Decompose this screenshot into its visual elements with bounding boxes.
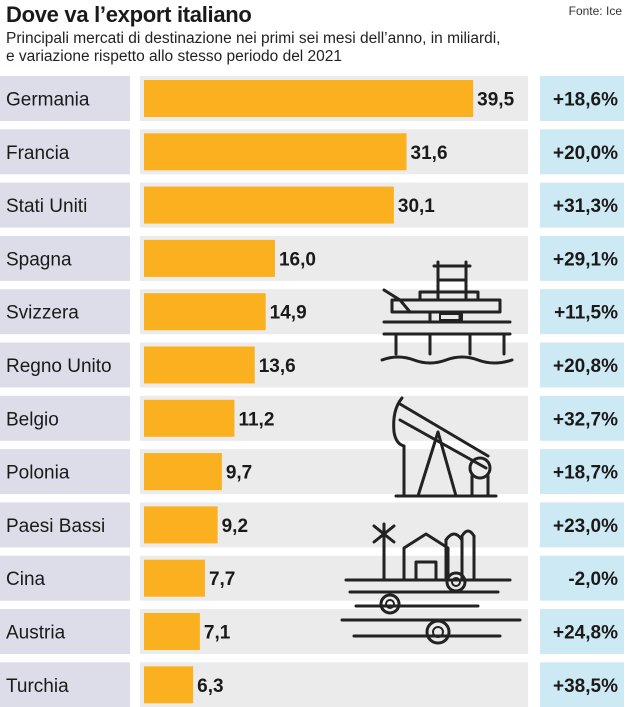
country-label: Spagna bbox=[6, 249, 72, 270]
change-box bbox=[540, 395, 624, 441]
chart-row: Svizzera 14,9 +11,5% bbox=[0, 289, 624, 335]
change-box bbox=[540, 662, 624, 707]
value-label: 7,7 bbox=[209, 569, 235, 590]
country-label: Belgio bbox=[6, 409, 59, 430]
bar bbox=[144, 293, 266, 331]
change-box bbox=[540, 129, 624, 175]
country-label-box bbox=[0, 289, 130, 335]
value-label: 13,6 bbox=[259, 356, 296, 377]
bar bbox=[144, 239, 275, 277]
bar-track bbox=[140, 609, 528, 654]
country-label-box bbox=[0, 76, 130, 121]
change-box bbox=[540, 76, 624, 121]
bar bbox=[144, 559, 205, 597]
bar bbox=[144, 346, 255, 384]
chart-row: Belgio 11,2 +32,7% bbox=[0, 395, 624, 441]
country-label: Regno Unito bbox=[6, 356, 112, 377]
source-note: Fonte: Ice bbox=[568, 4, 622, 18]
change-label: +29,1% bbox=[553, 249, 618, 270]
chart-row: Regno Unito 13,6 +20,8% bbox=[0, 342, 624, 388]
country-label: Stati Uniti bbox=[6, 196, 87, 217]
oil-platform-icon bbox=[380, 260, 514, 365]
country-label: Cina bbox=[6, 569, 46, 590]
change-label: +11,5% bbox=[554, 303, 618, 324]
value-label: 16,0 bbox=[279, 249, 316, 270]
change-label: +20,8% bbox=[553, 356, 618, 377]
change-label: +23,0% bbox=[553, 516, 618, 537]
value-label: 14,9 bbox=[270, 303, 307, 324]
value-label: 6,3 bbox=[197, 676, 223, 697]
subtitle-line-2: e variazione rispetto allo stesso period… bbox=[6, 48, 343, 65]
bar bbox=[144, 80, 474, 117]
bar bbox=[144, 186, 394, 224]
country-label: Turchia bbox=[6, 676, 69, 697]
chart-row: Turchia 6,3 +38,5% bbox=[0, 662, 624, 707]
subtitle: Principali mercati di destinazione nei p… bbox=[6, 30, 621, 66]
country-label: Paesi Bassi bbox=[6, 516, 105, 537]
country-label-box bbox=[0, 609, 130, 654]
chart-row: Stati Uniti 30,1 +31,3% bbox=[0, 182, 624, 228]
chart-row: Austria 7,1 +24,8% bbox=[0, 609, 624, 654]
country-label-box bbox=[0, 395, 130, 441]
country-label-box bbox=[0, 502, 130, 548]
change-label: -2,0% bbox=[568, 569, 618, 590]
chart-rows: Germania 39,5 +18,6% Francia 31,6 +20,0% Stati… bbox=[0, 76, 624, 707]
chart-row: Spagna 16,0 +29,1% bbox=[0, 235, 624, 281]
change-box bbox=[540, 609, 624, 654]
change-box bbox=[540, 235, 624, 281]
country-label: Francia bbox=[6, 143, 70, 164]
change-label: +18,7% bbox=[553, 463, 618, 484]
chart-row: Cina 7,7 -2,0% bbox=[0, 555, 624, 601]
bar bbox=[144, 133, 407, 171]
country-label-box bbox=[0, 662, 130, 707]
chart-row: Germania 39,5 +18,6% bbox=[0, 76, 624, 121]
bar bbox=[144, 506, 218, 544]
value-label: 9,2 bbox=[222, 516, 248, 537]
country-label-box bbox=[0, 129, 130, 175]
bar bbox=[144, 399, 235, 437]
bar-track bbox=[140, 662, 528, 707]
chart-row: Polonia 9,7 +18,7% bbox=[0, 449, 624, 495]
value-label: 39,5 bbox=[477, 90, 514, 111]
country-label-box bbox=[0, 342, 130, 388]
change-label: +18,6% bbox=[553, 90, 618, 111]
change-box bbox=[540, 502, 624, 548]
country-label: Austria bbox=[6, 623, 66, 644]
change-label: +38,5% bbox=[553, 676, 618, 697]
oil-pump-icon bbox=[392, 396, 498, 498]
country-label-box bbox=[0, 182, 130, 228]
chart-row: Paesi Bassi 9,2 +23,0% bbox=[0, 502, 624, 548]
country-label: Germania bbox=[6, 90, 90, 111]
change-label: +31,3% bbox=[553, 196, 618, 217]
change-box bbox=[540, 342, 624, 388]
bar bbox=[144, 613, 200, 650]
change-box bbox=[540, 449, 624, 495]
page-title: Dove va l’export italiano bbox=[6, 2, 252, 27]
bar bbox=[144, 666, 194, 704]
country-label-box bbox=[0, 555, 130, 601]
change-box bbox=[540, 289, 624, 335]
value-label: 31,6 bbox=[411, 143, 448, 164]
bar bbox=[144, 453, 222, 491]
country-label: Polonia bbox=[6, 463, 70, 484]
country-label-box bbox=[0, 449, 130, 495]
chart-row: Francia 31,6 +20,0% bbox=[0, 129, 624, 175]
change-box bbox=[540, 555, 624, 601]
farm-icon bbox=[340, 522, 522, 645]
value-label: 9,7 bbox=[226, 463, 252, 484]
country-label-box bbox=[0, 235, 130, 281]
country-label: Svizzera bbox=[6, 303, 79, 324]
change-label: +24,8% bbox=[553, 623, 618, 644]
value-label: 30,1 bbox=[398, 196, 435, 217]
value-label: 11,2 bbox=[238, 409, 274, 430]
change-label: +32,7% bbox=[553, 409, 618, 430]
subtitle-line-1: Principali mercati di destinazione nei p… bbox=[6, 30, 501, 47]
value-label: 7,1 bbox=[204, 623, 231, 644]
change-label: +20,0% bbox=[553, 143, 618, 164]
change-box bbox=[540, 182, 624, 228]
